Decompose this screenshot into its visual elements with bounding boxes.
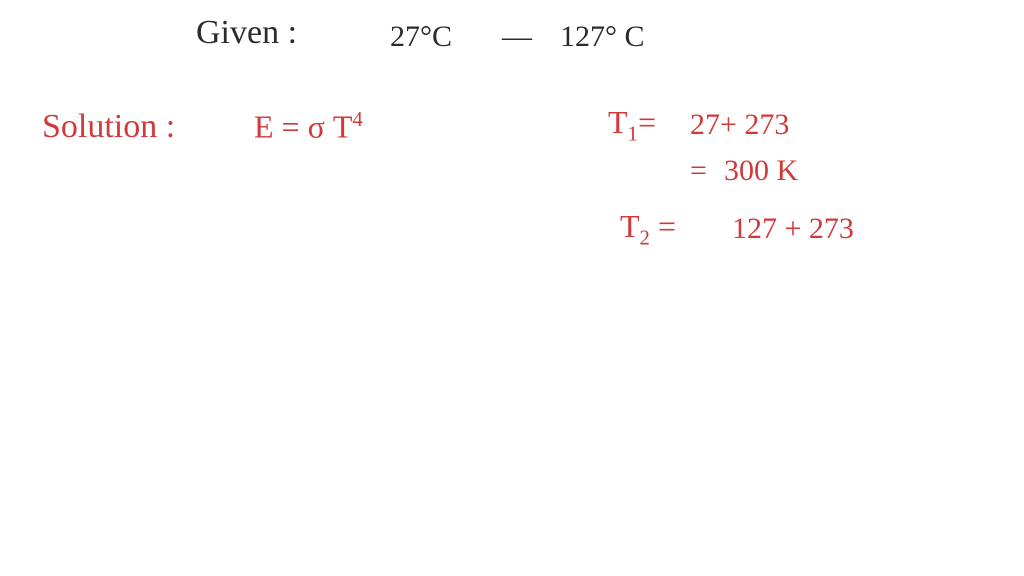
given-temp1: 27°C (390, 20, 452, 54)
formula-exponent: 4 (352, 108, 362, 131)
solution-label: Solution : (42, 108, 175, 146)
given-temp2: 127° C (560, 20, 645, 54)
t1-lhs: T1= (608, 104, 656, 146)
t2-eq: = (658, 208, 676, 244)
formula-prefix: E = σ T (254, 109, 352, 145)
t2-lhs: T2 = (620, 208, 676, 250)
t1-eq2: = (690, 154, 707, 188)
given-label: Given : (196, 14, 297, 52)
t1-symbol: T (608, 104, 628, 140)
t2-subscript: 2 (640, 226, 650, 249)
t2-rhs: 127 + 273 (732, 212, 854, 246)
t1-eq: = (638, 104, 656, 140)
handwritten-page: Given : 27°C — 127° C Solution : E = σ T… (0, 0, 1024, 576)
given-dash: — (502, 20, 532, 54)
t1-subscript: 1 (628, 122, 638, 145)
t1-rhs2: 300 K (724, 154, 798, 188)
formula: E = σ T4 (254, 108, 363, 146)
t1-rhs1: 27+ 273 (690, 108, 789, 142)
t2-symbol: T (620, 208, 640, 244)
